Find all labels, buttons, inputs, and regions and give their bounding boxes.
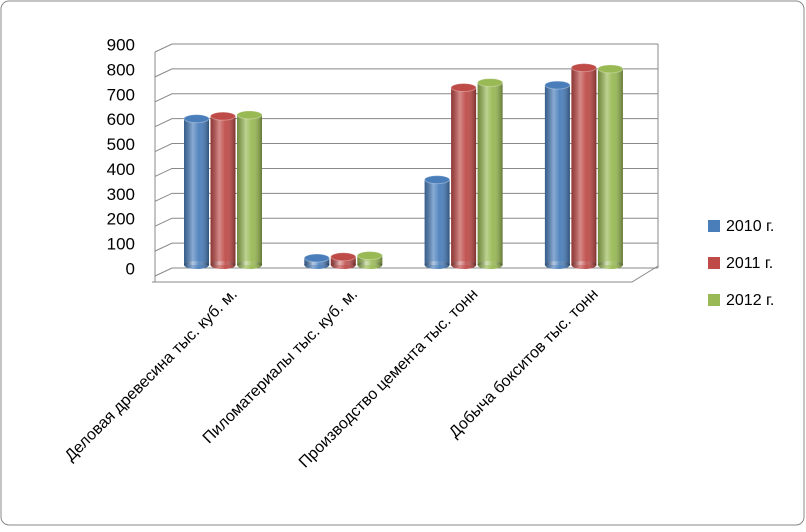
legend-swatch	[708, 257, 720, 269]
bar	[597, 64, 624, 269]
y-tick-label: 600	[107, 110, 135, 129]
bar-top	[236, 110, 263, 120]
bar-shade	[597, 68, 623, 265]
bar-top	[450, 83, 477, 93]
grid-line	[154, 43, 658, 53]
bar	[477, 78, 504, 269]
bar-shade	[237, 114, 262, 265]
bar	[183, 114, 210, 269]
y-tick-label: 100	[107, 235, 135, 254]
bar-top	[597, 64, 624, 74]
bar-top	[570, 63, 597, 73]
bar-shade	[544, 85, 570, 265]
bar	[236, 110, 263, 269]
bar-top	[477, 78, 504, 88]
bar-shade	[451, 87, 477, 265]
grid-line	[154, 68, 658, 78]
bar-base-shade	[477, 261, 503, 269]
y-tick-label: 200	[107, 210, 135, 229]
bar	[356, 251, 383, 269]
bar-base-shade	[184, 261, 209, 269]
bar-base-shade	[571, 261, 597, 269]
bar-base-shade	[424, 261, 450, 269]
bar-base-shade	[210, 261, 236, 269]
legend-swatch	[708, 220, 720, 232]
legend-label: 2011 г.	[726, 255, 773, 272]
legend: 2010 г. 2011 г. 2012 г.	[708, 218, 774, 309]
bar-top	[356, 251, 383, 261]
bar-shade	[571, 67, 597, 266]
bar-base-shade	[304, 261, 330, 269]
bar-shade	[424, 179, 450, 265]
y-tick-label: 300	[107, 185, 135, 204]
bar-base-shade	[544, 261, 570, 269]
bar-shade	[330, 256, 356, 265]
bar-base-shade	[451, 261, 477, 269]
y-tick-label: 700	[107, 85, 135, 104]
bar	[303, 253, 330, 269]
legend-label: 2010 г.	[726, 218, 774, 235]
y-tick-label: 0	[126, 259, 135, 278]
bar-base-shade	[597, 261, 623, 269]
bar-shade	[357, 255, 383, 265]
y-tick-label: 900	[107, 35, 135, 54]
bar-top	[544, 80, 571, 90]
legend-label: 2012 г.	[726, 292, 774, 309]
bar	[330, 252, 357, 269]
y-tick-label: 400	[107, 160, 135, 179]
bar	[424, 175, 451, 269]
bar	[210, 111, 236, 269]
bar	[450, 83, 477, 269]
floor	[152, 265, 659, 283]
bar-shade	[184, 118, 209, 266]
y-tick-label: 800	[107, 60, 135, 79]
bar-shade	[477, 82, 503, 265]
bar-top	[183, 114, 210, 124]
bar-base-shade	[330, 261, 356, 269]
legend-swatch	[708, 294, 720, 306]
bar	[544, 80, 571, 269]
y-tick-label: 500	[107, 135, 135, 154]
bar	[570, 63, 597, 269]
bar-base-shade	[357, 261, 383, 269]
bar-top	[330, 252, 357, 262]
bar-base-shade	[237, 261, 262, 269]
bar-top	[210, 111, 236, 121]
bar-top	[303, 253, 330, 263]
bar-shade	[210, 116, 236, 265]
bar-top	[424, 175, 451, 185]
